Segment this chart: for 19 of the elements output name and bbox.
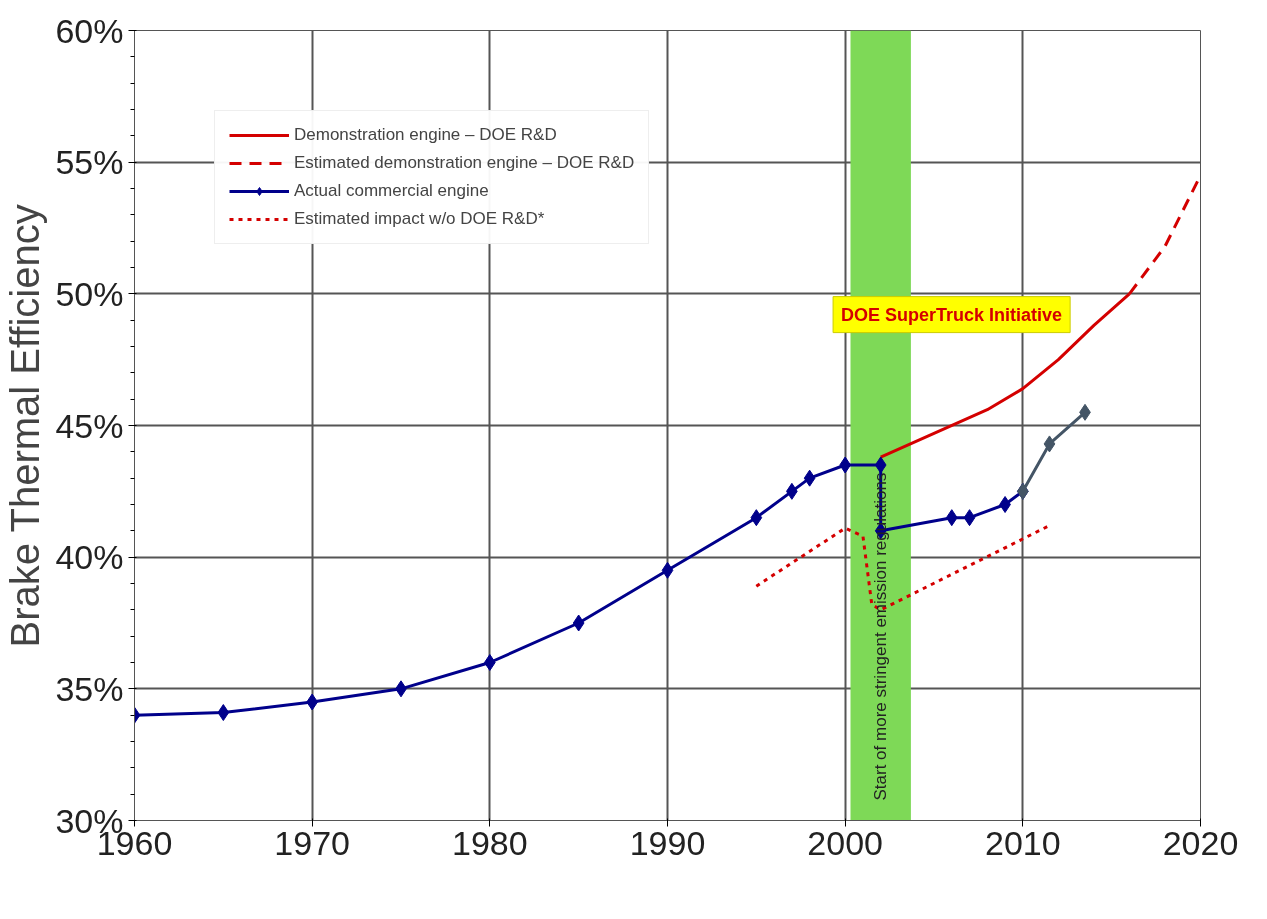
y-tick-label: 40%: [55, 538, 124, 577]
y-tick-label: 35%: [55, 669, 124, 708]
annotation: DOE SuperTruck Initiative: [841, 304, 1063, 325]
y-tick-label: 55%: [55, 143, 124, 182]
legend-label: Estimated impact w/o DOE R&D*: [294, 209, 545, 229]
x-tick-label: 2000: [807, 823, 883, 862]
legend-label: Actual commercial engine: [294, 181, 489, 201]
band-label: Start of more stringent emission regulations: [871, 472, 891, 801]
x-tick-label: 1980: [452, 823, 528, 862]
y-tick-label: 60%: [55, 11, 124, 50]
x-tick-label: 2010: [985, 823, 1061, 862]
x-tick-label: 2020: [1162, 823, 1239, 862]
legend-label: Demonstration engine – DOE R&D: [294, 125, 557, 145]
x-tick-label: 1990: [629, 823, 706, 862]
y-axis-title: Brake Thermal Efficiency: [3, 204, 48, 648]
legend-label: Estimated demonstration engine – DOE R&D: [294, 153, 635, 173]
x-tick-label: 1970: [274, 823, 350, 862]
y-tick-label: 45%: [55, 406, 124, 445]
y-tick-label: 50%: [55, 274, 124, 313]
